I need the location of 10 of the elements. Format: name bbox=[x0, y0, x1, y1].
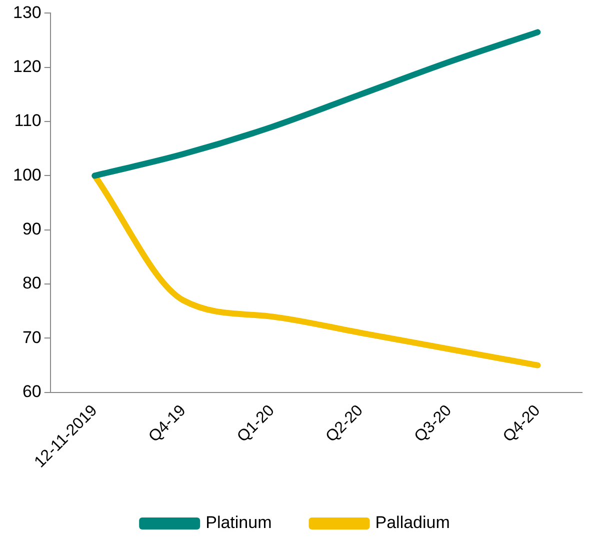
y-tick-label: 80 bbox=[22, 274, 42, 293]
y-tick-label: 70 bbox=[22, 328, 42, 347]
legend-label: Palladium bbox=[375, 513, 450, 532]
legend-label: Platinum bbox=[206, 513, 272, 532]
y-tick-label: 90 bbox=[22, 220, 42, 239]
y-tick-label: 100 bbox=[12, 165, 42, 184]
y-tick-label: 120 bbox=[12, 57, 42, 76]
y-tick-label: 130 bbox=[12, 2, 42, 22]
y-tick-label: 60 bbox=[22, 382, 42, 402]
y-tick-label: 110 bbox=[14, 111, 42, 130]
